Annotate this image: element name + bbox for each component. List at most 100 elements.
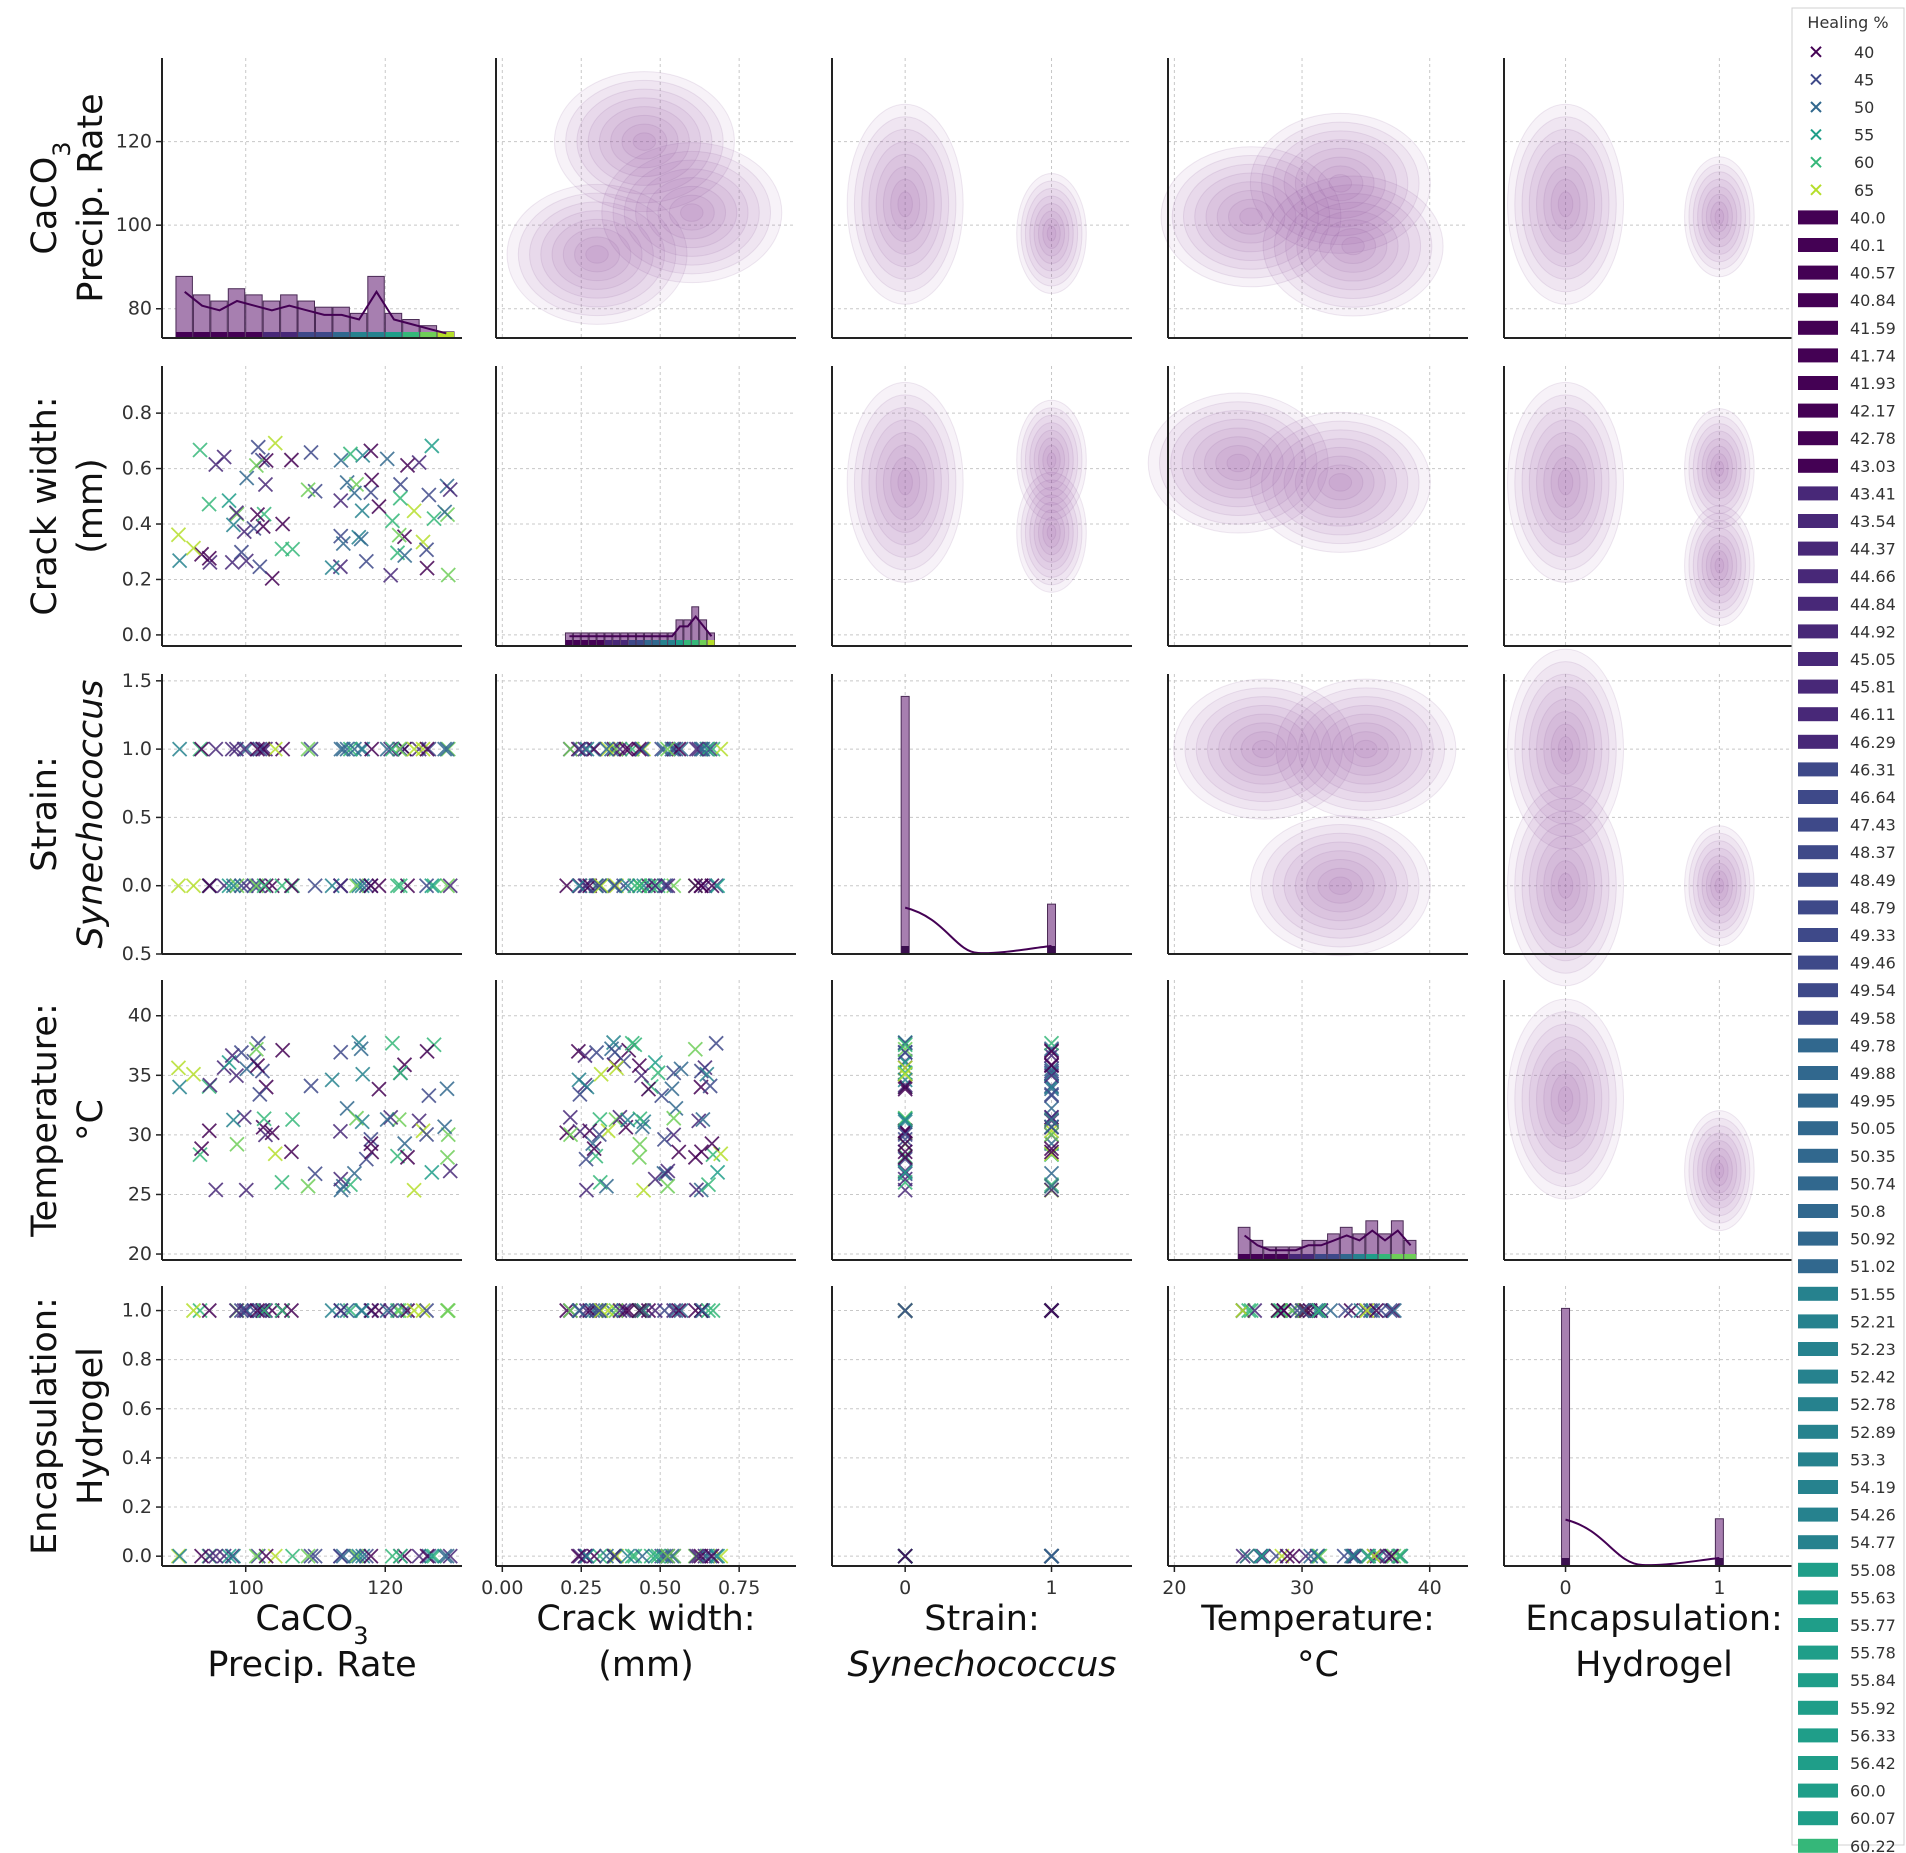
scatter-point: [1235, 1548, 1251, 1564]
kde-contour: [1536, 153, 1596, 255]
legend-label: 42.17: [1850, 402, 1896, 421]
histogram-bar-base: [565, 640, 573, 646]
scatter-point: [238, 553, 254, 569]
scatter-point: [391, 1111, 407, 1128]
scatter-point: [335, 741, 351, 757]
legend-swatch: [1798, 265, 1838, 280]
scatter-point: [283, 878, 300, 894]
kde-curve: [1565, 1518, 1720, 1567]
histogram-bar-base: [636, 640, 644, 646]
kde-contour: [1158, 401, 1318, 525]
legend-swatch: [1798, 1728, 1838, 1743]
scatter-point: [598, 1548, 615, 1564]
histogram-bar-base: [604, 640, 612, 646]
scatter-point: [418, 878, 435, 894]
legend-label: 50.35: [1850, 1147, 1896, 1166]
histogram-bar-base: [263, 332, 280, 338]
histogram-bar-base: [691, 640, 699, 646]
axis-label-line: Crack width:: [25, 396, 65, 615]
legend-swatch: [1798, 486, 1838, 501]
histogram-bar-base: [350, 332, 367, 338]
scatter-point: [424, 438, 440, 454]
scatter-point: [233, 544, 250, 560]
x-tick-label: 40: [1418, 1577, 1442, 1599]
scatter-point: [1298, 1548, 1314, 1564]
scatter-point: [1270, 1302, 1286, 1319]
legend-label: 46.31: [1850, 760, 1896, 779]
kde-contour: [1306, 156, 1375, 211]
scatter-point: [249, 741, 266, 757]
histogram-bar-base: [1561, 1558, 1570, 1566]
histogram-bar-base: [1365, 1254, 1378, 1260]
scatter-point: [255, 518, 271, 535]
legend-swatch: [1798, 1507, 1838, 1522]
axis-label-line: Synechococcus: [71, 679, 111, 948]
kde-contour: [632, 132, 657, 151]
scatter-point: [570, 1043, 587, 1059]
legend-swatch: [1798, 790, 1838, 804]
scatter-point: [440, 567, 456, 583]
scatter-point: [1385, 1302, 1401, 1319]
legend-label: 60.22: [1850, 1837, 1896, 1853]
kde-contour: [1249, 815, 1431, 957]
scatter-point: [208, 1548, 224, 1564]
scatter-point: [1043, 1144, 1060, 1160]
scatter-point: [1043, 1061, 1060, 1077]
kde-contour: [1688, 415, 1751, 522]
kde-contour: [1710, 550, 1729, 582]
kde-contour: [646, 177, 738, 249]
kde-contour: [1046, 225, 1057, 242]
x-tick-label: 120: [367, 1577, 403, 1599]
scatter-point: [392, 878, 408, 894]
scatter-point: [632, 878, 648, 894]
kde-curve: [569, 615, 713, 638]
y-tick-label: 30: [128, 1124, 152, 1146]
scatter-point: [1268, 1548, 1284, 1564]
kde-contour: [668, 194, 715, 231]
scatter-point: [1043, 1081, 1060, 1097]
scatter-point: [618, 1302, 634, 1319]
scatter-point: [1386, 1302, 1402, 1319]
scatter-point: [666, 1065, 682, 1081]
kde-contour: [1701, 535, 1738, 597]
histogram-bar-base: [385, 332, 402, 338]
scatter-point: [249, 506, 266, 523]
scatter-point: [358, 1548, 374, 1564]
scatter-point: [688, 1182, 705, 1198]
scatter-point: [897, 1125, 913, 1141]
kde-contour: [1528, 1036, 1603, 1163]
legend-label: 65: [1854, 181, 1874, 200]
scatter-point: [185, 878, 202, 894]
kde-contour: [1262, 175, 1444, 317]
pairplot-panels: 801001200.00.20.40.60.80.50.00.51.01.520…: [116, 58, 1804, 1599]
kde-contour: [623, 159, 760, 266]
scatter-point: [300, 482, 316, 498]
histogram-bar-base: [332, 332, 350, 338]
histogram-bar-base: [367, 332, 385, 338]
legend-label: 41.74: [1850, 346, 1896, 365]
x-tick-label: 0.00: [481, 1577, 523, 1599]
y-tick-label: 1.0: [122, 1300, 152, 1322]
legend-label: 52.23: [1850, 1340, 1896, 1359]
scatter-point: [221, 1548, 237, 1564]
kde-contour: [1514, 797, 1617, 974]
scatter-point: [171, 553, 188, 569]
scatter-point: [239, 1061, 255, 1077]
scatter-point: [691, 1113, 707, 1129]
scatter-point: [424, 878, 440, 894]
axis-label-line: °C: [1297, 1645, 1339, 1685]
scatter-point: [1382, 1302, 1398, 1319]
scatter-point: [1353, 1302, 1369, 1319]
legend-label: 40.84: [1850, 291, 1896, 310]
scatter-point: [303, 741, 319, 757]
scatter-point: [1043, 1079, 1060, 1095]
scatter-point: [664, 1081, 680, 1097]
scatter-point: [656, 1548, 672, 1564]
legend-label: 55.84: [1850, 1671, 1896, 1690]
legend-label: 40.0: [1850, 208, 1886, 227]
kde-contour: [1692, 1125, 1746, 1217]
scatter-point: [439, 741, 455, 757]
scatter-point: [1043, 1057, 1060, 1074]
legend-swatch: [1798, 1811, 1838, 1826]
